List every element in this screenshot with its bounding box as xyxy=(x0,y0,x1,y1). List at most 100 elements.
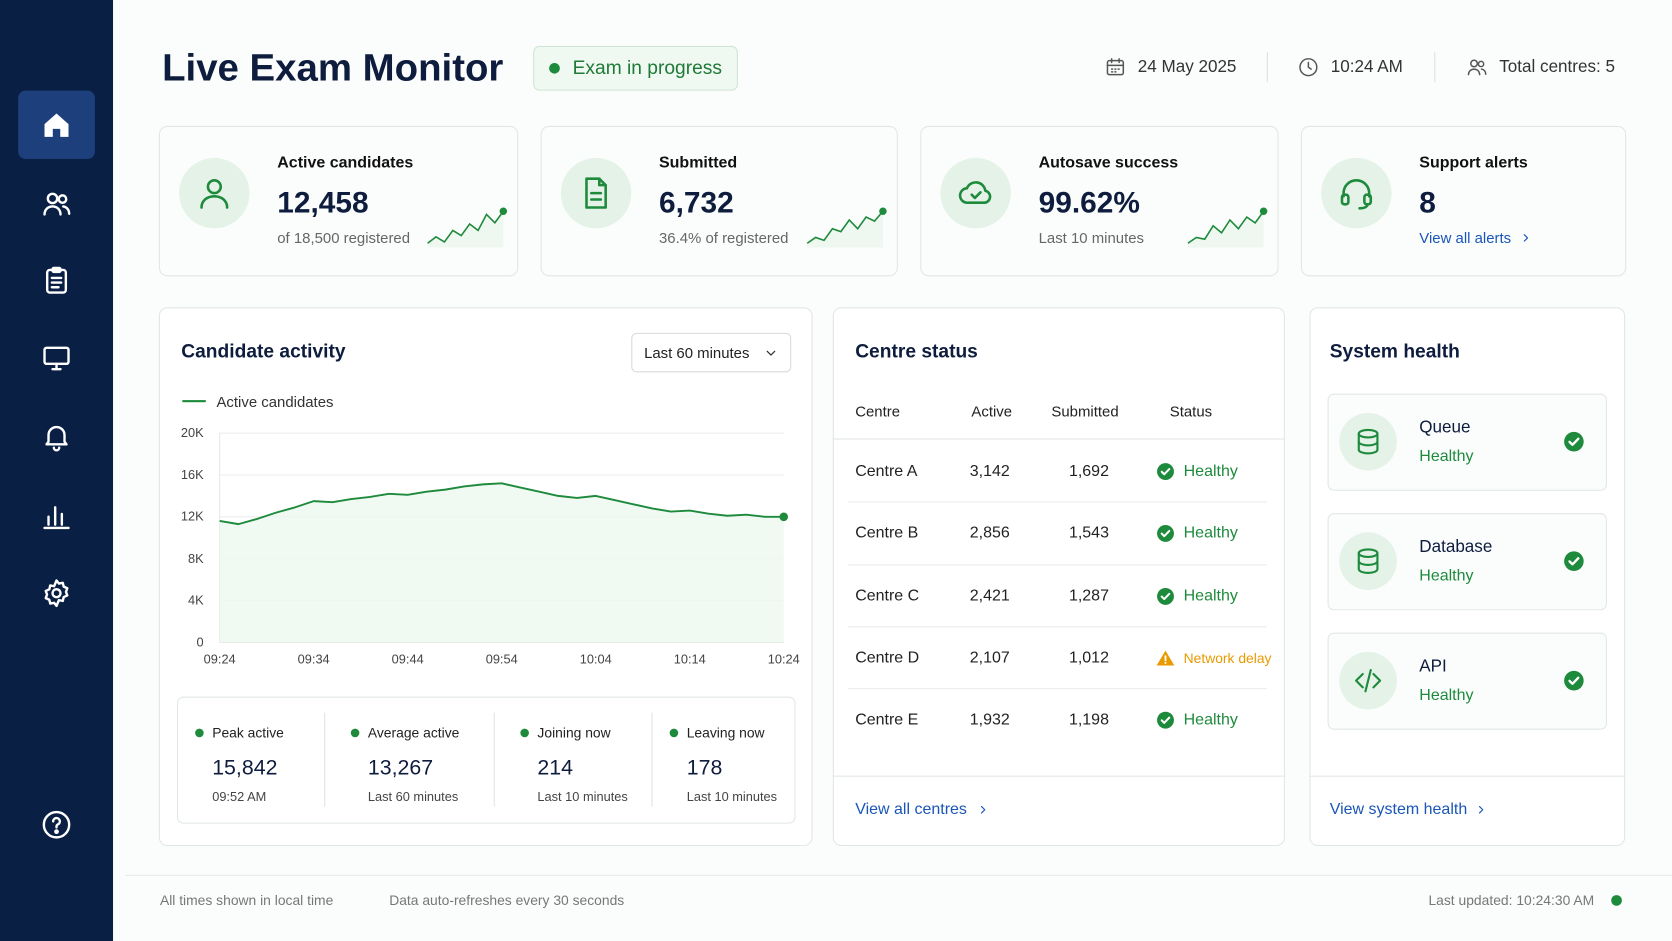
chevron[interactable] xyxy=(977,803,990,816)
y-tick-label: 4K xyxy=(188,592,204,608)
icon-part xyxy=(51,587,62,599)
panel-link[interactable]: View system health xyxy=(1329,800,1468,819)
active-count: 2,856 xyxy=(969,524,1010,543)
kpi-icon xyxy=(200,179,229,209)
kpi-note: Last 10 minutes xyxy=(1038,228,1145,247)
stat-dot xyxy=(350,728,360,738)
header-rule xyxy=(832,438,1284,440)
nav-icon[interactable] xyxy=(41,809,73,841)
y-tick-label: 8K xyxy=(188,550,204,566)
icon-part xyxy=(45,268,68,294)
active-count: 2,421 xyxy=(969,586,1010,605)
chevron[interactable] xyxy=(1520,232,1533,245)
icon-part xyxy=(1470,59,1479,68)
row-rule xyxy=(847,501,1267,503)
x-tick-label: 09:34 xyxy=(297,651,330,667)
icon-part xyxy=(1355,668,1382,693)
status-text: Healthy xyxy=(1183,524,1238,543)
stat-label: Average active xyxy=(367,724,460,741)
icon-part xyxy=(1357,432,1379,455)
kpi-label: Support alerts xyxy=(1419,153,1528,172)
icon-part xyxy=(54,829,59,835)
stat-label: Peak active xyxy=(212,724,284,741)
icon-part xyxy=(1357,560,1379,566)
kpi-value: 12,458 xyxy=(277,185,369,219)
icon-part xyxy=(1307,61,1312,70)
icon-part xyxy=(585,177,607,209)
row-rule xyxy=(847,626,1267,628)
nav-icon[interactable] xyxy=(41,499,73,531)
kpi-link[interactable]: View all alerts xyxy=(1419,228,1512,247)
status-text: Exam in progress xyxy=(572,56,722,79)
icon-part xyxy=(44,579,69,608)
x-tick-label: 10:24 xyxy=(767,651,800,667)
health-name: Database xyxy=(1419,538,1493,557)
icon-part xyxy=(590,177,607,201)
icon-part xyxy=(1568,557,1580,566)
area xyxy=(219,483,784,643)
health-check xyxy=(1564,431,1584,452)
nav-icon[interactable] xyxy=(41,188,73,220)
y-tick-label: 16K xyxy=(180,467,204,483)
kpi-icon-bg xyxy=(1321,157,1392,229)
footer-note: All times shown in local time xyxy=(159,892,334,909)
nav-icon[interactable] xyxy=(41,265,73,297)
users-icon xyxy=(1467,59,1487,76)
kpi-note: of 18,500 registered xyxy=(277,228,411,247)
nav-icon[interactable] xyxy=(41,420,73,452)
nav-icon[interactable] xyxy=(41,342,73,374)
dropdown-chevron[interactable] xyxy=(763,346,778,361)
icon-part xyxy=(42,810,71,839)
icon-part xyxy=(1568,676,1580,685)
stat-note: Last 60 minutes xyxy=(367,789,459,805)
icon-part xyxy=(1299,58,1318,77)
stat-dot xyxy=(669,728,679,738)
kpi-note: 36.4% of registered xyxy=(658,228,789,247)
live-dot xyxy=(1611,895,1622,906)
icon-part xyxy=(43,346,70,366)
status-icon xyxy=(1157,525,1174,543)
icon-part xyxy=(1342,179,1371,198)
nav-icon[interactable] xyxy=(41,109,73,141)
health-icon xyxy=(1357,548,1379,574)
icon-part xyxy=(1164,661,1167,664)
active-count: 2,107 xyxy=(969,648,1010,667)
icon-part xyxy=(1160,592,1171,600)
column-header: Active xyxy=(971,402,1013,420)
chevron[interactable] xyxy=(1475,803,1488,816)
status-text: Healthy xyxy=(1183,710,1238,729)
last-updated: Last updated: 10:24:30 AM xyxy=(1428,892,1595,909)
centre-name: Centre D xyxy=(855,648,920,667)
status-text: Network delay xyxy=(1183,649,1272,666)
panel-link[interactable]: View all centres xyxy=(855,800,967,819)
sparkline-area xyxy=(427,211,504,248)
icon-part xyxy=(51,816,62,829)
icon-part xyxy=(57,194,68,205)
kpi-icon xyxy=(958,181,992,204)
stat-divider xyxy=(493,712,495,807)
panel xyxy=(832,307,1285,847)
range-dropdown[interactable] xyxy=(631,332,792,373)
stat-note: Last 10 minutes xyxy=(686,789,778,805)
icon-part xyxy=(51,362,62,371)
icon-part xyxy=(1478,805,1484,814)
centre-name: Centre E xyxy=(855,710,919,729)
icon-part xyxy=(766,350,776,356)
icon-part xyxy=(958,181,992,204)
icon-part xyxy=(1160,530,1171,538)
x-tick-label: 09:44 xyxy=(391,651,424,667)
kpi-label: Autosave success xyxy=(1038,153,1179,172)
health-check xyxy=(1564,551,1584,571)
stat-value: 178 xyxy=(686,756,723,780)
stat-label: Joining now xyxy=(537,724,611,741)
nav-icon[interactable] xyxy=(41,577,73,609)
icon-part xyxy=(1523,234,1529,242)
panel-rule xyxy=(1309,775,1625,777)
status-badge xyxy=(533,45,738,91)
sparkline xyxy=(806,207,887,248)
x-tick-label: 10:04 xyxy=(579,651,612,667)
panel-rule xyxy=(832,775,1284,777)
sparkline-line xyxy=(1187,210,1265,244)
status-text: Healthy xyxy=(1183,586,1238,605)
